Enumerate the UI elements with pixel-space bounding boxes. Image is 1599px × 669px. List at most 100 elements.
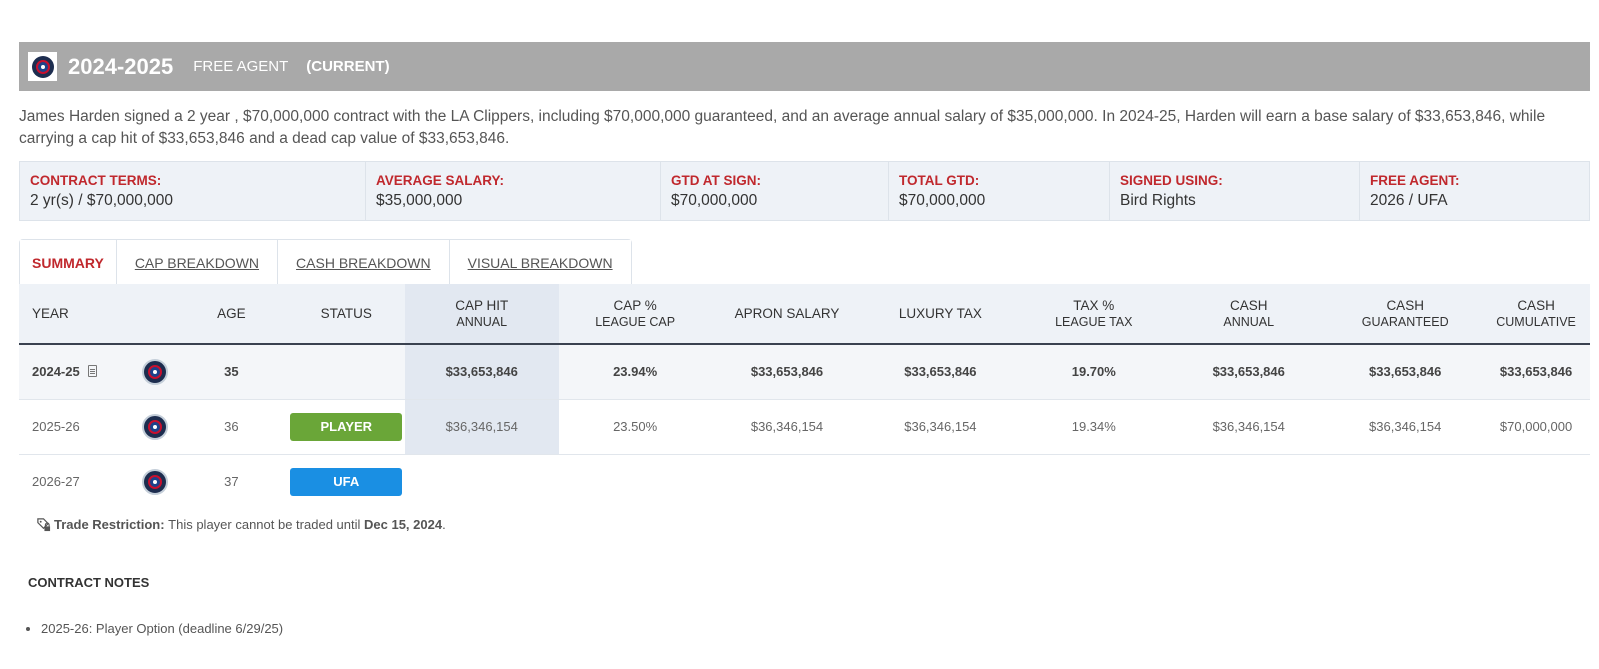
term-value: $70,000,000 [671,192,758,209]
col-tax-pct-sub: LEAGUE TAX [1055,314,1133,329]
list-item: 2025-26: Player Option (deadline 6/29/25… [41,621,283,636]
cash-guaranteed-cell: $36,346,154 [1328,399,1483,455]
cash-guaranteed-cell: $33,653,846 [1328,344,1483,400]
apron-cell: $36,346,154 [711,399,863,455]
table-header-row: YEAR AGE STATUS CAP HIT ANNUAL CAP % LEAGU… [19,284,1590,345]
col-cap-hit-sub: ANNUAL [456,314,508,329]
cash-cell: $36,346,154 [1169,399,1329,455]
contract-notes-list: 2025-26: Player Option (deadline 6/29/25… [41,621,283,636]
tab-cash-breakdown[interactable]: CASH BREAKDOWN [278,240,450,285]
col-cash-guaranteed: CASH GUARANTEED [1328,284,1483,345]
year-value: 2024-25 [32,364,80,380]
apron-cell: $33,653,846 [711,344,863,400]
term-value: $35,000,000 [376,192,463,209]
tab-cap-breakdown[interactable]: CAP BREAKDOWN [116,240,279,285]
term-label: GTD AT SIGN: [671,173,761,188]
col-cash-label: CASH [1229,297,1268,313]
table-row: 2024-25 35 $33,653,846 23.94% $33,653,84… [19,344,1590,400]
col-cash-c-label: CASH [1517,297,1555,313]
clippers-logo-icon [142,358,169,385]
term-value: $70,000,000 [899,192,986,209]
cash-cumulative-cell: $70,000,000 [1482,399,1590,455]
cash-cumulative-cell [1482,454,1590,509]
cash-cell: $33,653,846 [1169,344,1329,400]
lock-tag-icon [37,518,51,532]
luxury-cell [862,454,1018,509]
free-agent-label: FREE AGENT [193,58,289,75]
year-cell: 2025-26 [19,399,136,455]
contract-terms: CONTRACT TERMS: 2 yr(s) / $70,000,000 AV… [19,161,1590,221]
document-icon[interactable] [87,365,97,378]
tax-pct-cell: 19.70% [1018,344,1170,400]
status-cell: PLAYER [287,399,405,455]
cash-cell [1169,454,1328,509]
contract-notes-title: CONTRACT NOTES [28,575,150,590]
col-luxury-tax: LUXURY TAX [862,284,1019,345]
status-cell [287,344,405,400]
cap-hit-cell: $36,346,154 [404,399,559,455]
col-status: STATUS [287,284,405,345]
term-label: AVERAGE SALARY: [376,173,505,188]
current-label: (CURRENT) [306,58,390,75]
cap-hit-cell [405,454,559,509]
tab-visual-breakdown[interactable]: VISUAL BREAKDOWN [449,240,631,285]
term-label: CONTRACT TERMS: [30,173,162,188]
table-row: 2026-27 37 UFA [19,454,1590,509]
col-logo [135,284,175,345]
term-total-gtd: TOTAL GTD: $70,000,000 [889,162,1110,220]
cap-pct-cell: 23.94% [558,344,712,400]
age-cell: 36 [174,399,288,455]
term-label: FREE AGENT: [1370,173,1460,188]
team-logo-cell [135,344,175,400]
term-signed-using: SIGNED USING: Bird Rights [1110,162,1360,220]
apron-cell [712,454,863,509]
col-cash-cumulative: CASH CUMULATIVE [1482,284,1590,345]
luxury-cell: $36,346,154 [862,399,1019,455]
col-cap-pct-label: CAP % [613,297,657,313]
col-cash-sub: ANNUAL [1223,314,1275,329]
year-cell: 2026-27 [32,474,80,490]
col-age: AGE [174,284,288,345]
table-row: 2025-26 36 PLAYER $36,346,154 23.50% $36… [19,399,1590,455]
contract-table: YEAR AGE STATUS CAP HIT ANNUAL CAP % LEAGU… [19,284,1590,509]
term-value: 2 yr(s) / $70,000,000 [30,192,174,209]
col-tax-pct-label: TAX % [1073,297,1115,313]
term-label: TOTAL GTD: [899,173,980,188]
col-year: YEAR [19,284,136,345]
age-cell: 37 [224,474,239,490]
term-gtd-at-sign: GTD AT SIGN: $70,000,000 [661,162,889,220]
luxury-cell: $33,653,846 [862,344,1019,400]
col-cap-pct-sub: LEAGUE CAP [595,314,676,329]
season-header: 2024-2025 FREE AGENT (CURRENT) [19,42,1590,91]
term-value: Bird Rights [1120,192,1196,209]
col-cap-hit: CAP HIT ANNUAL [404,284,559,345]
clippers-logo-icon [142,468,169,495]
tax-pct-cell: 19.34% [1018,399,1170,455]
clippers-logo-icon [28,52,57,81]
clippers-logo-icon [142,413,169,440]
cap-hit-cell: $33,653,846 [404,344,559,400]
age-cell: 35 [174,344,288,400]
col-cash-c-sub: CUMULATIVE [1496,314,1576,329]
tax-pct-cell [1018,454,1169,509]
tab-summary[interactable]: SUMMARY [20,240,117,285]
contract-summary: James Harden signed a 2 year , $70,000,0… [19,108,1546,147]
team-logo-cell [136,454,175,509]
year-cell: 2024-25 [19,344,136,400]
trade-restriction: Trade Restriction: This player cannot be… [36,517,446,532]
status-cell: UFA [288,454,405,509]
restriction-label: Trade Restriction: [54,517,165,532]
col-tax-pct: TAX % LEAGUE TAX [1018,284,1170,345]
col-cash-g-sub: GUARANTEED [1361,314,1449,329]
restriction-date: Dec 15, 2024 [364,517,443,532]
term-value: 2026 / UFA [1370,192,1448,209]
term-contract: CONTRACT TERMS: 2 yr(s) / $70,000,000 [20,162,366,220]
cap-pct-cell: 23.50% [558,399,712,455]
season-title: 2024-2025 [68,53,174,79]
term-label: SIGNED USING: [1120,173,1223,188]
cap-pct-cell [559,454,712,509]
col-apron-salary: APRON SALARY [711,284,863,345]
cash-guaranteed-cell [1328,454,1482,509]
breakdown-tabs: SUMMARY CAP BREAKDOWN CASH BREAKDOWN VIS… [19,239,632,285]
term-free-agent: FREE AGENT: 2026 / UFA [1360,162,1589,220]
